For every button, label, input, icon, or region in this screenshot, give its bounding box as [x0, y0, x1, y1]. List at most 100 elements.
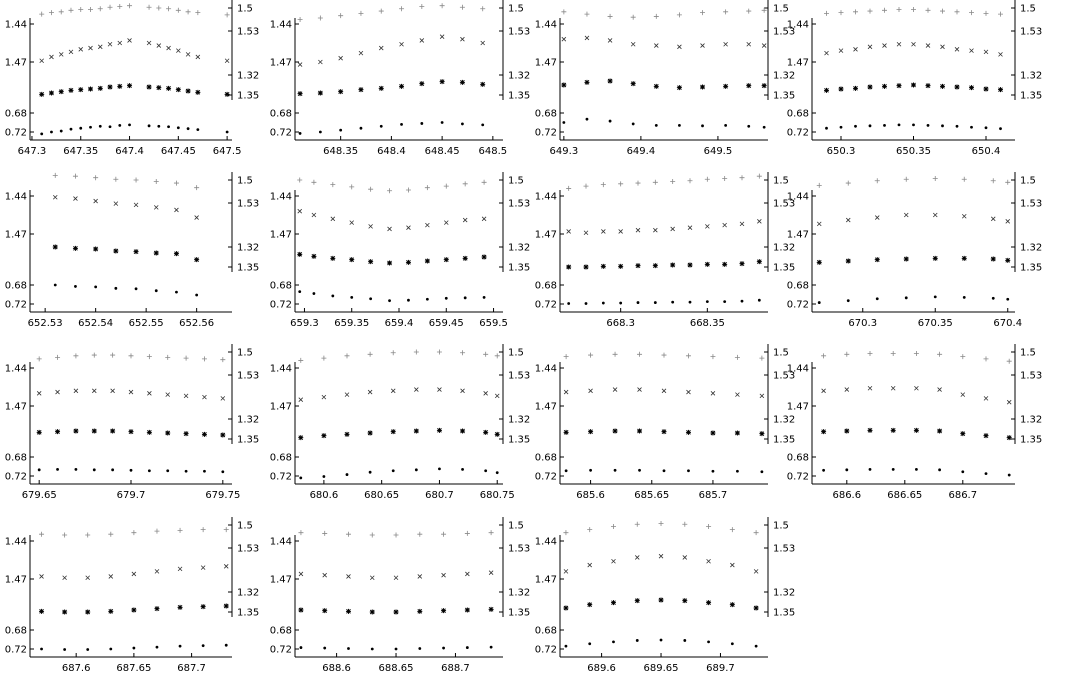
- plus-marker: [52, 172, 58, 178]
- left-tick-label: 1.44: [270, 20, 292, 31]
- right-tick-label: 1.35: [237, 608, 259, 619]
- left-tick-label: 1.47: [5, 58, 27, 69]
- panel-1: 1.44 1.47 0.68 0.72 1.5 1.53 1.32 1.35 647.3 647.…: [5, 0, 259, 157]
- x-tick-label: 686.7: [948, 490, 977, 501]
- cross-marker: [414, 387, 419, 392]
- cross-marker: [185, 52, 191, 57]
- dot-marker: [562, 121, 566, 124]
- dot-marker: [654, 123, 658, 127]
- star-marker: [734, 430, 740, 436]
- plus-marker: [113, 176, 119, 182]
- left-tick-label: 0.72: [787, 472, 809, 483]
- left-tick-label: 0.68: [270, 109, 292, 120]
- plus-marker: [913, 351, 919, 357]
- plus-marker: [378, 8, 384, 14]
- right-tick-label: 1.32: [1020, 71, 1042, 82]
- star-marker: [113, 248, 119, 254]
- dot-marker: [915, 467, 918, 471]
- cross-marker: [390, 388, 396, 394]
- plus-marker: [600, 182, 606, 188]
- dot-marker: [463, 296, 467, 300]
- x-tick-label: 668.35: [690, 318, 725, 329]
- plus-marker: [652, 179, 658, 185]
- dot-marker: [567, 302, 571, 305]
- star-marker: [821, 429, 827, 435]
- star-marker: [117, 83, 123, 89]
- right-tick-label: 1.5: [773, 348, 789, 359]
- cross-marker: [722, 222, 727, 228]
- left-tick-label: 0.72: [270, 645, 292, 656]
- plus-marker: [39, 531, 45, 537]
- cross-marker: [838, 48, 844, 53]
- cross-marker: [200, 565, 206, 570]
- dot-marker: [941, 124, 944, 128]
- plus-marker: [824, 10, 829, 16]
- plus-marker: [896, 7, 902, 13]
- cross-marker: [220, 396, 226, 401]
- cross-marker: [845, 217, 851, 223]
- left-tick-label: 1.47: [5, 230, 27, 241]
- plus-marker: [483, 351, 489, 357]
- dot-marker: [86, 648, 90, 651]
- plus-marker: [443, 183, 449, 189]
- plus-marker: [424, 185, 430, 191]
- dot-marker: [322, 475, 326, 478]
- plus-marker: [845, 180, 851, 186]
- cross-series: [563, 387, 765, 399]
- cross-series: [821, 385, 1012, 405]
- star-marker: [201, 431, 207, 437]
- star-marker: [387, 260, 393, 266]
- plus-marker: [583, 183, 589, 189]
- cross-marker: [346, 574, 351, 579]
- cross-marker: [311, 212, 317, 218]
- dot-marker: [347, 647, 350, 650]
- plus-marker: [58, 9, 64, 15]
- cross-marker: [735, 392, 740, 397]
- plus-marker: [88, 7, 94, 13]
- cross-marker: [483, 391, 488, 396]
- plus-marker: [821, 353, 827, 359]
- cross-marker: [387, 226, 392, 232]
- star-marker: [91, 428, 97, 434]
- right-tick-label: 1.53: [237, 544, 259, 555]
- cross-marker: [960, 392, 966, 397]
- x-tick-label: 647.45: [161, 146, 196, 157]
- plus-marker: [890, 351, 896, 357]
- star-marker: [739, 261, 745, 267]
- x-tick-label: 688.6: [322, 663, 351, 674]
- x-tick-label: 659.3: [290, 318, 319, 329]
- dot-marker: [331, 294, 335, 298]
- cross-marker: [128, 389, 134, 395]
- cross-marker: [176, 48, 181, 53]
- dot-marker: [883, 123, 886, 127]
- left-tick-label: 0.68: [5, 281, 27, 292]
- cross-marker: [441, 572, 446, 578]
- cross-marker: [998, 52, 1003, 57]
- dot-marker: [601, 301, 605, 305]
- star-marker: [183, 431, 189, 437]
- x-tick-label: 687.6: [62, 663, 91, 674]
- x-tick-label: 679.75: [205, 490, 240, 501]
- star-marker: [561, 82, 567, 88]
- x-tick-label: 648.45: [425, 146, 460, 157]
- plus-marker: [194, 185, 200, 191]
- dot-marker: [74, 285, 77, 288]
- plus-marker: [587, 527, 593, 533]
- left-tick-label: 0.68: [270, 626, 292, 637]
- cross-marker: [39, 58, 44, 64]
- plus-marker: [201, 356, 207, 362]
- dot-marker: [108, 125, 112, 129]
- cross-marker: [634, 555, 640, 560]
- dot-marker: [962, 295, 966, 299]
- right-tick-label: 1.32: [1020, 415, 1042, 426]
- star-marker: [483, 429, 489, 435]
- dot-marker: [201, 644, 205, 648]
- x-tick-label: 679.7: [117, 490, 146, 501]
- dot-marker: [407, 298, 410, 302]
- right-tick-label: 1.35: [773, 263, 795, 274]
- left-tick-label: 1.44: [270, 364, 292, 375]
- x-tick-label: 670.3: [848, 318, 877, 329]
- x-tick-label: 680.65: [364, 490, 399, 501]
- cross-marker: [584, 35, 590, 41]
- x-tick-label: 689.65: [644, 663, 679, 674]
